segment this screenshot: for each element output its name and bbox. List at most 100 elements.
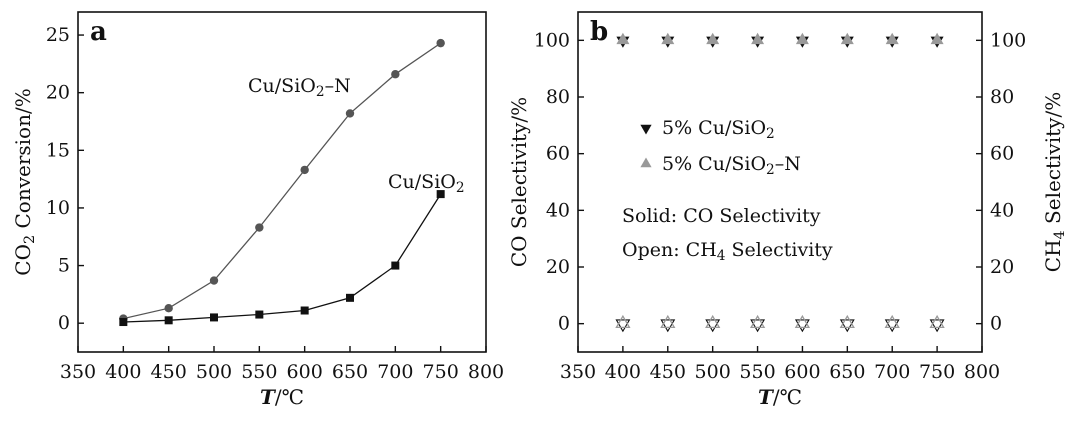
chart-panel-b: 350 400 450 500 550 600 650 700 750 800 0 0 20 20 40 40… xyxy=(507,11,1068,409)
plot-frame xyxy=(77,11,487,353)
ch4-selectivity-markers xyxy=(615,314,945,333)
data-point-cu-sio2-n-co xyxy=(661,32,675,45)
y-right-tick-label: 0 xyxy=(990,313,1002,335)
data-point-cu-sio2-ch4 xyxy=(750,319,766,333)
x-tick-label: 750 xyxy=(423,361,459,383)
data-point xyxy=(436,38,445,48)
x-tick-label: 700 xyxy=(874,361,910,383)
note-solid: Solid: CO Selectivity xyxy=(622,205,821,227)
y-tick-label: 20 xyxy=(46,82,70,104)
plot-frame xyxy=(577,11,983,353)
data-point xyxy=(119,318,128,327)
y-axis-label: CO2 Conversion/% xyxy=(11,88,38,275)
y-tick-label: 60 xyxy=(546,143,570,165)
legend-label-cu-sio2: 5% Cu/SiO2 xyxy=(662,117,775,142)
y-right-tick-label: 60 xyxy=(990,143,1014,165)
y-tick-label: 0 xyxy=(558,313,570,335)
y-tick-label: 10 xyxy=(46,197,70,219)
data-point-cu-sio2-n-ch4 xyxy=(749,314,766,329)
data-point-cu-sio2-n-ch4 xyxy=(615,314,631,329)
y-right-axis-label: CH4 Selectivity/% xyxy=(1041,92,1068,272)
x-axis-label: T/℃ xyxy=(260,385,304,409)
data-point-cu-sio2-ch4 xyxy=(660,319,676,333)
series-cu-sio2-n xyxy=(119,38,445,323)
x-tick-label: 400 xyxy=(105,361,141,383)
y-tick-label: 25 xyxy=(46,24,70,46)
x-tick-label: 650 xyxy=(829,361,865,383)
data-point-cu-sio2-n-co xyxy=(616,32,630,45)
y-axis-label: CO Selectivity/% xyxy=(507,97,531,267)
data-point-cu-sio2-n-co xyxy=(885,32,899,45)
series-line xyxy=(123,42,442,320)
series-label-cu-sio2-n: Cu/SiO2–N xyxy=(248,75,351,100)
data-point-cu-sio2-ch4 xyxy=(705,319,721,333)
data-point-cu-sio2-n-ch4 xyxy=(794,314,811,329)
y-tick-label: 0 xyxy=(58,312,70,334)
y-right-tick-label: 40 xyxy=(990,199,1014,221)
data-point xyxy=(391,261,400,270)
note-open: Open: CH4 Selectivity xyxy=(622,239,833,264)
x-tick-label: 500 xyxy=(695,361,731,383)
data-point xyxy=(345,109,355,118)
data-point-cu-sio2-n-ch4 xyxy=(705,314,721,329)
data-point-cu-sio2-n-ch4 xyxy=(929,314,945,329)
data-point-cu-sio2-n-co xyxy=(795,32,809,45)
data-point-cu-sio2-n-co xyxy=(930,32,944,45)
x-axis-label: T/℃ xyxy=(758,385,802,409)
x-tick-label: 550 xyxy=(241,361,277,383)
x-tick-label: 600 xyxy=(784,361,820,383)
data-point-cu-sio2-ch4 xyxy=(929,319,945,333)
data-point-cu-sio2-ch4 xyxy=(794,319,810,333)
x-tick-label: 450 xyxy=(151,361,187,383)
data-point xyxy=(346,293,354,302)
x-tick-label: 700 xyxy=(377,361,413,383)
co-selectivity-markers xyxy=(616,32,944,48)
legend-marker-cu-sio2 xyxy=(640,124,652,135)
data-point xyxy=(436,190,445,199)
y-tick-label: 5 xyxy=(58,255,70,277)
data-point xyxy=(209,276,219,285)
x-tick-label: 350 xyxy=(60,361,96,383)
data-point-cu-sio2-ch4 xyxy=(839,319,855,333)
data-point-cu-sio2-n-co xyxy=(706,32,720,45)
x-tick-label: 450 xyxy=(650,361,686,383)
y-tick-label: 100 xyxy=(534,29,570,51)
data-point-cu-sio2-n-ch4 xyxy=(660,314,676,329)
panel-label: a xyxy=(90,17,107,47)
data-point xyxy=(255,310,264,319)
legend-marker-cu-sio2-n xyxy=(640,157,652,168)
x-tick-label: 600 xyxy=(287,361,323,383)
data-point-cu-sio2-n-ch4 xyxy=(839,314,855,329)
data-point xyxy=(300,306,309,315)
series-label-cu-sio2: Cu/SiO2 xyxy=(388,171,465,196)
y-tick-label: 80 xyxy=(546,86,570,108)
x-tick-label: 800 xyxy=(468,361,504,383)
y-tick-label: 15 xyxy=(46,139,70,161)
chart-panel-a: 350 400 450 500 550 600 650 700 750 800 0 5 10 15 20 25… xyxy=(11,11,504,409)
data-point-cu-sio2-ch4 xyxy=(615,319,631,333)
x-tick-label: 350 xyxy=(560,361,596,383)
data-point xyxy=(300,165,309,175)
series-line xyxy=(123,193,442,323)
panel-label: b xyxy=(590,17,608,47)
data-point xyxy=(391,70,400,79)
data-point-cu-sio2-n-ch4 xyxy=(884,314,900,329)
y-tick-label: 40 xyxy=(546,199,570,221)
y-right-tick-label: 100 xyxy=(990,29,1026,51)
data-point xyxy=(164,304,173,313)
x-tick-label: 400 xyxy=(605,361,641,383)
data-point xyxy=(164,316,173,325)
data-point xyxy=(210,313,218,322)
x-tick-label: 500 xyxy=(196,361,232,383)
legend: 5% Cu/SiO2 5% Cu/SiO2–N xyxy=(640,117,801,178)
y-tick-label: 20 xyxy=(546,256,570,278)
data-point-cu-sio2-ch4 xyxy=(884,319,900,333)
legend-label-cu-sio2-n: 5% Cu/SiO2–N xyxy=(662,153,801,178)
data-point-cu-sio2-n-co xyxy=(751,32,765,45)
series-cu-sio2 xyxy=(119,190,445,327)
x-tick-label: 800 xyxy=(964,361,1000,383)
x-tick-label: 750 xyxy=(919,361,955,383)
data-point xyxy=(255,223,264,232)
x-tick-label: 550 xyxy=(739,361,775,383)
